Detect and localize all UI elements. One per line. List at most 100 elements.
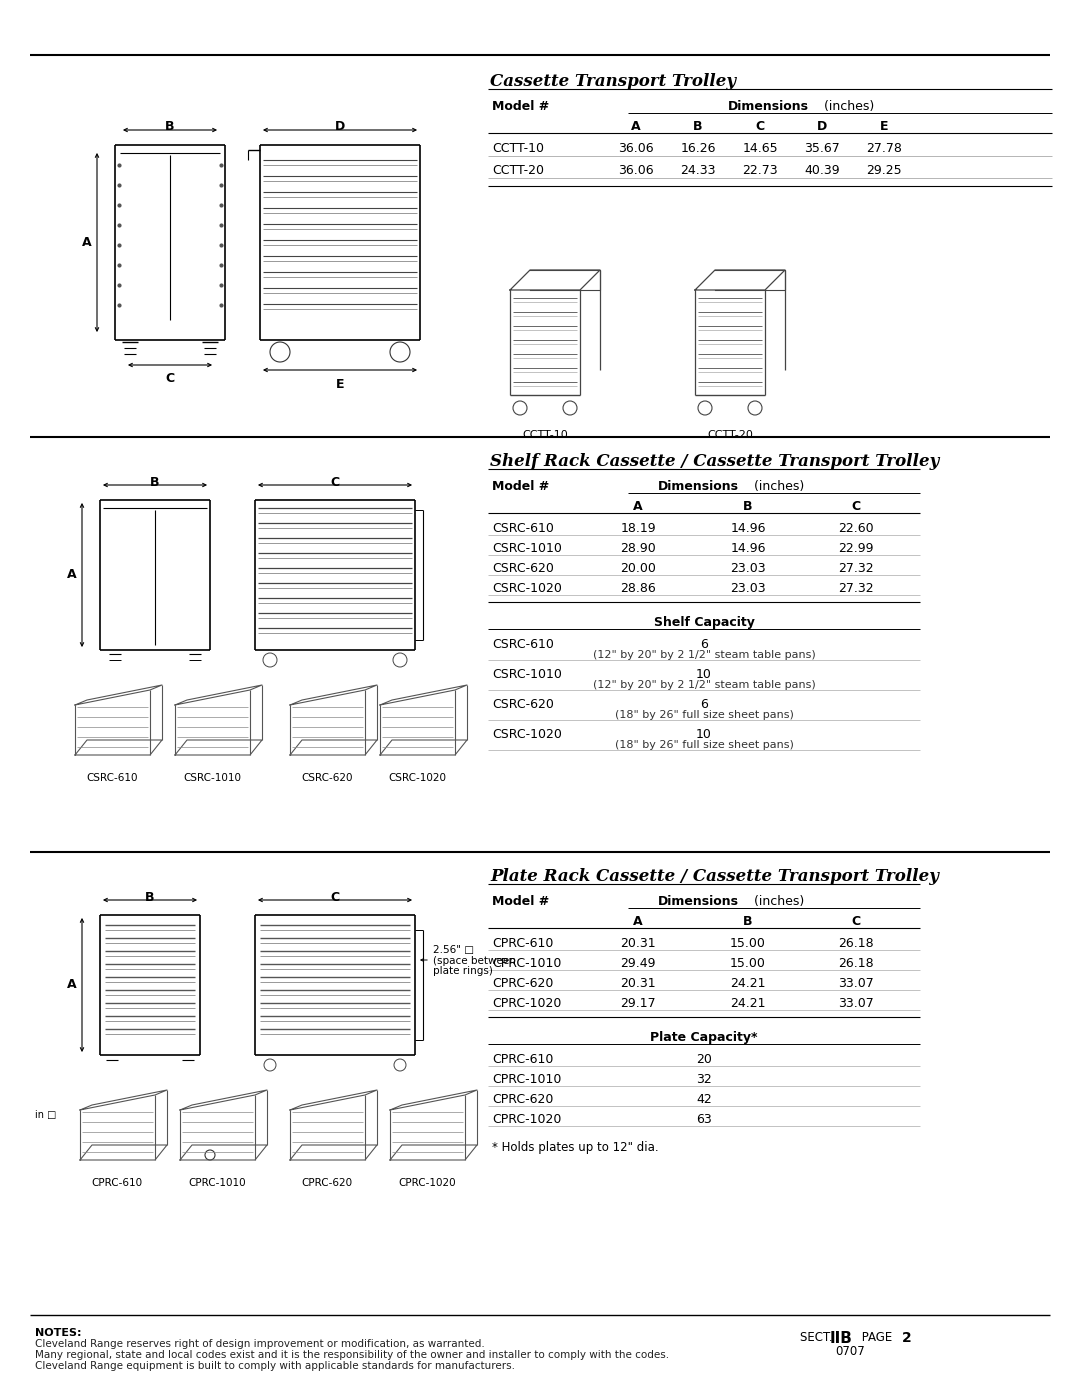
Text: 6: 6 <box>700 638 707 651</box>
Text: CSRC-610: CSRC-610 <box>86 773 138 782</box>
Text: CSRC-1010: CSRC-1010 <box>492 668 562 680</box>
Text: CPRC-1020: CPRC-1020 <box>399 1178 456 1187</box>
Text: CSRC-1010: CSRC-1010 <box>183 773 241 782</box>
Text: D: D <box>335 120 346 133</box>
Text: CSRC-620: CSRC-620 <box>492 698 554 711</box>
Text: 14.96: 14.96 <box>730 522 766 535</box>
Text: 0707: 0707 <box>835 1345 865 1358</box>
Text: B: B <box>693 120 703 133</box>
Text: 18.19: 18.19 <box>620 522 656 535</box>
Text: B: B <box>743 500 753 513</box>
Text: Cleveland Range equipment is built to comply with applicable standards for manuf: Cleveland Range equipment is built to co… <box>35 1361 515 1370</box>
Text: 35.67: 35.67 <box>805 142 840 155</box>
Text: 29.17: 29.17 <box>620 997 656 1010</box>
Text: CPRC-1020: CPRC-1020 <box>492 997 562 1010</box>
Text: 24.21: 24.21 <box>730 977 766 990</box>
Text: A: A <box>67 978 77 992</box>
Text: 63: 63 <box>697 1113 712 1126</box>
Text: 22.99: 22.99 <box>838 542 874 555</box>
Text: C: C <box>330 891 339 904</box>
Text: CSRC-1020: CSRC-1020 <box>388 773 446 782</box>
Text: 42: 42 <box>697 1092 712 1106</box>
Text: in □: in □ <box>35 1111 56 1120</box>
Text: (inches): (inches) <box>750 895 805 908</box>
Text: B: B <box>165 120 175 133</box>
Text: Cassette Transport Trolley: Cassette Transport Trolley <box>490 73 735 89</box>
Text: 22.73: 22.73 <box>742 163 778 177</box>
Text: Shelf Capacity: Shelf Capacity <box>653 616 755 629</box>
Text: 2.56" □: 2.56" □ <box>433 944 474 956</box>
Text: (12" by 20" by 2 1/2" steam table pans): (12" by 20" by 2 1/2" steam table pans) <box>593 680 815 690</box>
Text: 20.31: 20.31 <box>620 937 656 950</box>
Text: Dimensions: Dimensions <box>728 101 809 113</box>
Text: CPRC-620: CPRC-620 <box>492 1092 553 1106</box>
Text: 23.03: 23.03 <box>730 562 766 576</box>
Text: CCTT-10: CCTT-10 <box>522 430 568 440</box>
Text: CCTT-20: CCTT-20 <box>492 163 544 177</box>
Text: CPRC-1010: CPRC-1010 <box>492 957 562 970</box>
Text: Shelf Rack Cassette / Cassette Transport Trolley: Shelf Rack Cassette / Cassette Transport… <box>490 453 940 469</box>
Text: C: C <box>755 120 765 133</box>
Text: A: A <box>67 569 77 581</box>
Text: B: B <box>145 891 154 904</box>
Text: CPRC-1020: CPRC-1020 <box>492 1113 562 1126</box>
Text: 2: 2 <box>902 1331 912 1345</box>
Text: 33.07: 33.07 <box>838 997 874 1010</box>
Text: CSRC-610: CSRC-610 <box>492 522 554 535</box>
Text: Cleveland Range reserves right of design improvement or modification, as warrant: Cleveland Range reserves right of design… <box>35 1338 485 1350</box>
Text: 20.00: 20.00 <box>620 562 656 576</box>
Text: B: B <box>743 915 753 928</box>
Text: C: C <box>851 915 861 928</box>
Text: 6: 6 <box>700 698 707 711</box>
Text: CPRC-1010: CPRC-1010 <box>188 1178 246 1187</box>
Text: CSRC-620: CSRC-620 <box>301 773 353 782</box>
Text: A: A <box>633 500 643 513</box>
Text: 40.39: 40.39 <box>805 163 840 177</box>
Text: 36.06: 36.06 <box>618 163 653 177</box>
Text: 27.32: 27.32 <box>838 562 874 576</box>
Text: (12" by 20" by 2 1/2" steam table pans): (12" by 20" by 2 1/2" steam table pans) <box>593 650 815 659</box>
Text: Dimensions: Dimensions <box>658 481 739 493</box>
Text: CPRC-610: CPRC-610 <box>92 1178 143 1187</box>
Text: CSRC-1010: CSRC-1010 <box>492 542 562 555</box>
Text: A: A <box>633 915 643 928</box>
Text: CSRC-1020: CSRC-1020 <box>492 583 562 595</box>
Text: E: E <box>880 120 888 133</box>
Text: Plate Capacity*: Plate Capacity* <box>650 1031 758 1044</box>
Text: A: A <box>82 236 92 249</box>
Text: 20.31: 20.31 <box>620 977 656 990</box>
Text: Dimensions: Dimensions <box>658 895 739 908</box>
Text: 14.96: 14.96 <box>730 542 766 555</box>
Text: CPRC-620: CPRC-620 <box>301 1178 352 1187</box>
Text: Many regional, state and local codes exist and it is the responsibility of the o: Many regional, state and local codes exi… <box>35 1350 670 1361</box>
Text: CSRC-1020: CSRC-1020 <box>492 728 562 740</box>
Text: CCTT-20: CCTT-20 <box>707 430 753 440</box>
Text: (space between: (space between <box>433 956 516 965</box>
Text: NOTES:: NOTES: <box>35 1329 81 1338</box>
Text: (18" by 26" full size sheet pans): (18" by 26" full size sheet pans) <box>615 740 794 750</box>
Text: SECT.: SECT. <box>800 1331 836 1344</box>
Text: 27.78: 27.78 <box>866 142 902 155</box>
Text: 14.65: 14.65 <box>742 142 778 155</box>
Text: 28.90: 28.90 <box>620 542 656 555</box>
Text: 26.18: 26.18 <box>838 957 874 970</box>
Text: 36.06: 36.06 <box>618 142 653 155</box>
Text: 15.00: 15.00 <box>730 937 766 950</box>
Text: 26.18: 26.18 <box>838 937 874 950</box>
Text: CCTT-10: CCTT-10 <box>492 142 544 155</box>
Text: 15.00: 15.00 <box>730 957 766 970</box>
Text: plate rings): plate rings) <box>433 965 492 977</box>
Text: (inches): (inches) <box>820 101 874 113</box>
Text: 28.86: 28.86 <box>620 583 656 595</box>
Text: B: B <box>150 476 160 489</box>
Text: 32: 32 <box>697 1073 712 1085</box>
Text: 10: 10 <box>697 728 712 740</box>
Text: E: E <box>336 379 345 391</box>
Text: D: D <box>816 120 827 133</box>
Text: CPRC-610: CPRC-610 <box>492 1053 553 1066</box>
Text: 10: 10 <box>697 668 712 680</box>
Text: C: C <box>851 500 861 513</box>
Text: A: A <box>631 120 640 133</box>
Text: C: C <box>330 476 339 489</box>
Text: PAGE: PAGE <box>858 1331 896 1344</box>
